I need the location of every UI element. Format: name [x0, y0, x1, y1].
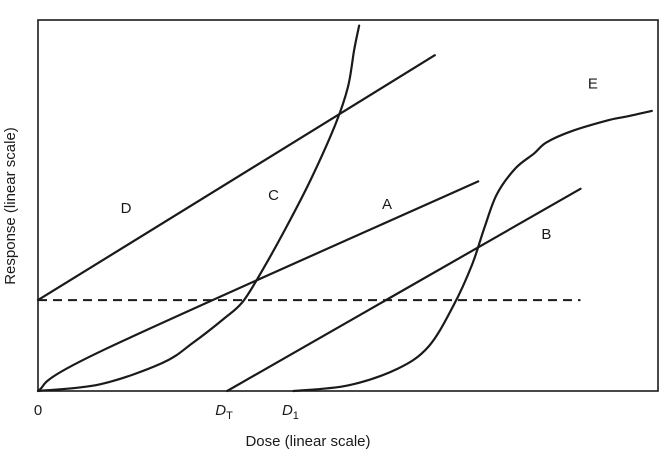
- series-line-d: [36, 54, 436, 302]
- series-label-c: C: [268, 187, 279, 204]
- series-line-c: [36, 24, 361, 393]
- x-tick-d1: D1: [282, 402, 299, 422]
- series-line-b: [226, 187, 582, 393]
- x-axis-title: Dose (linear scale): [245, 433, 370, 450]
- x-tick-d1-subscript: 1: [293, 410, 299, 422]
- series-label-d: D: [121, 200, 132, 217]
- x-tick-dt-text: D: [215, 402, 226, 419]
- x-tick-dt-subscript: T: [226, 410, 233, 422]
- y-axis-title: Response (linear scale): [2, 127, 19, 285]
- x-tick-dt: DT: [215, 402, 233, 422]
- x-tick-labels: 0 DT D1: [34, 402, 299, 422]
- series-label-a: A: [382, 196, 392, 213]
- x-tick-d1-text: D: [282, 402, 293, 419]
- series-line-e: [292, 109, 653, 393]
- x-tick-origin: 0: [34, 402, 42, 419]
- curves-layer: [36, 24, 653, 393]
- plot-frame: [37, 19, 659, 392]
- series-line-a: [36, 180, 480, 393]
- x-tick-origin-text: 0: [34, 402, 42, 419]
- series-label-b: B: [541, 226, 551, 243]
- series-label-e: E: [588, 76, 598, 93]
- series-labels-layer: D C A B E: [121, 76, 598, 243]
